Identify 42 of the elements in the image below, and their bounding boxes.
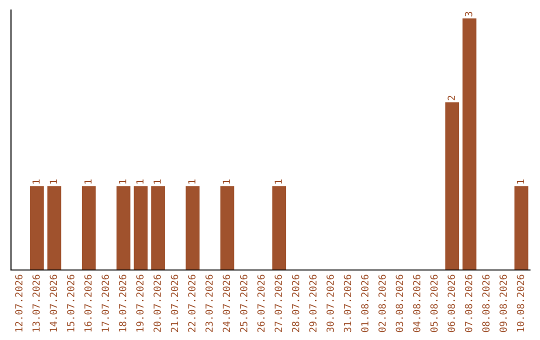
x-tick-label: 10.08.2026 <box>516 274 524 332</box>
x-tick-label: 18.07.2026 <box>118 274 126 332</box>
data-label: 1 <box>136 180 144 184</box>
data-label: 1 <box>516 180 524 184</box>
x-tick-label: 03.08.2026 <box>396 274 404 332</box>
x-tick-label: 14.07.2026 <box>50 274 58 332</box>
x-tick-label: 05.08.2026 <box>430 274 438 332</box>
x-tick-label: 23.07.2026 <box>205 274 213 332</box>
data-label: 1 <box>32 180 40 184</box>
data-label: 1 <box>84 180 92 184</box>
x-tick-label: 22.07.2026 <box>188 274 196 332</box>
data-label: 2 <box>448 96 455 100</box>
x-tick-label: 28.07.2026 <box>292 274 300 332</box>
x-tick-label: 29.07.2026 <box>309 274 317 332</box>
x-tick-label: 16.07.2026 <box>84 274 92 332</box>
x-tick-label: 07.08.2026 <box>464 274 472 332</box>
data-label: 3 <box>464 12 472 16</box>
x-tick-label: 31.07.2026 <box>344 274 352 332</box>
x-tick-label: 25.07.2026 <box>240 274 248 332</box>
x-tick-label: 24.07.2026 <box>222 274 230 332</box>
data-label: 1 <box>188 180 196 184</box>
x-tick-label: 26.07.2026 <box>257 274 265 332</box>
data-label: 1 <box>222 180 230 184</box>
data-label: 1 <box>154 180 161 184</box>
x-tick-label: 17.07.2026 <box>102 274 109 332</box>
x-tick-label: 12.07.2026 <box>15 274 22 332</box>
x-tick-label: 30.07.2026 <box>326 274 334 332</box>
x-tick-label: 19.07.2026 <box>136 274 144 332</box>
data-label: 1 <box>119 180 126 184</box>
x-tick-label: 01.08.2026 <box>361 274 368 332</box>
x-tick-label: 06.08.2026 <box>448 274 455 332</box>
x-tick-label: 15.07.2026 <box>67 274 74 332</box>
x-tick-label: 08.08.2026 <box>482 274 490 332</box>
data-label: 1 <box>274 180 282 184</box>
x-tick-label: 20.07.2026 <box>154 274 161 332</box>
x-tick-label: 13.07.2026 <box>32 274 40 332</box>
x-tick-label: 02.08.2026 <box>378 274 386 332</box>
x-tick-label: 09.08.2026 <box>500 274 507 332</box>
data-label: 1 <box>50 180 57 184</box>
x-tick-label: 04.08.2026 <box>413 274 420 332</box>
x-tick-label: 27.07.2026 <box>274 274 282 332</box>
x-tick-label: 21.07.2026 <box>170 274 178 332</box>
